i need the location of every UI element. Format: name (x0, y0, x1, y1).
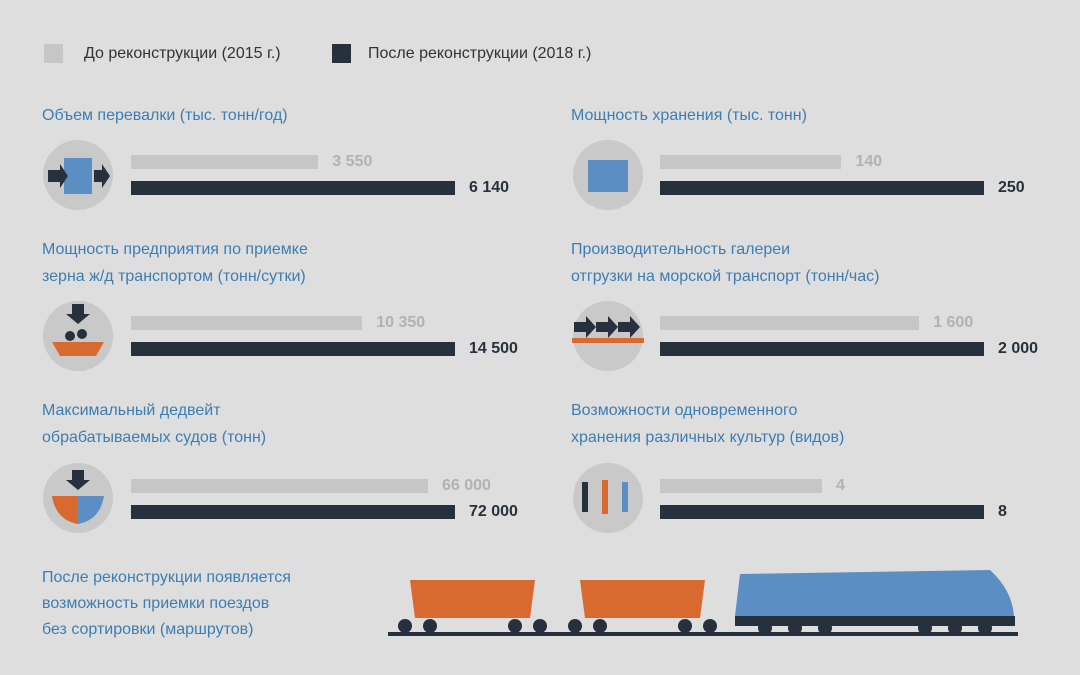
legend-swatch-0 (44, 44, 63, 63)
value-label: 8 (998, 503, 1007, 520)
value-label: 4 (836, 477, 845, 494)
value-label: 14 500 (469, 340, 518, 357)
bar (131, 316, 363, 330)
panel-title: Производительность галереи отгрузки на м… (571, 241, 880, 285)
panel-title: Максимальный дедвейт обрабатываемых судо… (42, 402, 267, 446)
bar (660, 155, 842, 169)
panel-title: Мощность хранения (тыс. тонн) (571, 107, 807, 124)
bar (131, 181, 455, 195)
bar (660, 505, 984, 519)
panel-title: Мощность предприятия по приемке зерна ж/… (42, 241, 308, 285)
bar (660, 316, 920, 330)
legend-label: До реконструкции (2015 г.) (84, 45, 281, 62)
value-label: 3 550 (332, 153, 373, 170)
value-label: 250 (998, 179, 1025, 196)
panel-title: Объем перевалки (тыс. тонн/год) (42, 107, 288, 124)
legend-label: После реконструкции (2018 г.) (368, 45, 592, 62)
value-label: 72 000 (469, 503, 518, 520)
value-label: 140 (855, 153, 883, 170)
note: После реконструкции появляется возможнос… (42, 569, 291, 638)
bar (131, 342, 455, 356)
bar (131, 155, 319, 169)
value-label: 1 600 (933, 314, 974, 331)
value-label: 66 000 (442, 477, 491, 494)
icon-circles (43, 140, 643, 533)
bar (131, 505, 455, 519)
panel-title: Возможности одновременного хранения разл… (571, 402, 845, 446)
bar (660, 181, 984, 195)
legend-swatch-1 (332, 44, 351, 63)
value-label: 10 350 (376, 314, 426, 331)
value-label: 2 000 (998, 340, 1039, 357)
train (388, 570, 1018, 636)
bar (660, 479, 822, 493)
bar (131, 479, 428, 493)
bar (660, 342, 984, 356)
value-label: 6 140 (469, 179, 510, 196)
icons (48, 158, 644, 524)
